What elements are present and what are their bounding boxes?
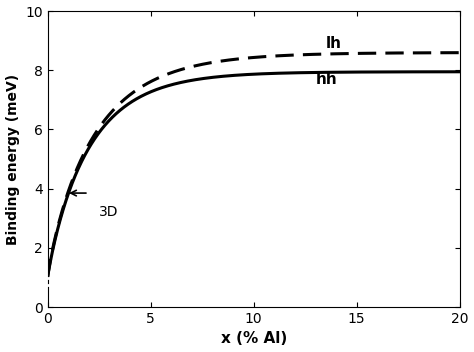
Text: hh: hh (316, 71, 337, 87)
Text: lh: lh (326, 36, 342, 51)
X-axis label: x (% Al): x (% Al) (220, 332, 287, 346)
Y-axis label: Binding energy (meV): Binding energy (meV) (6, 74, 19, 245)
Text: 3D: 3D (99, 205, 118, 219)
